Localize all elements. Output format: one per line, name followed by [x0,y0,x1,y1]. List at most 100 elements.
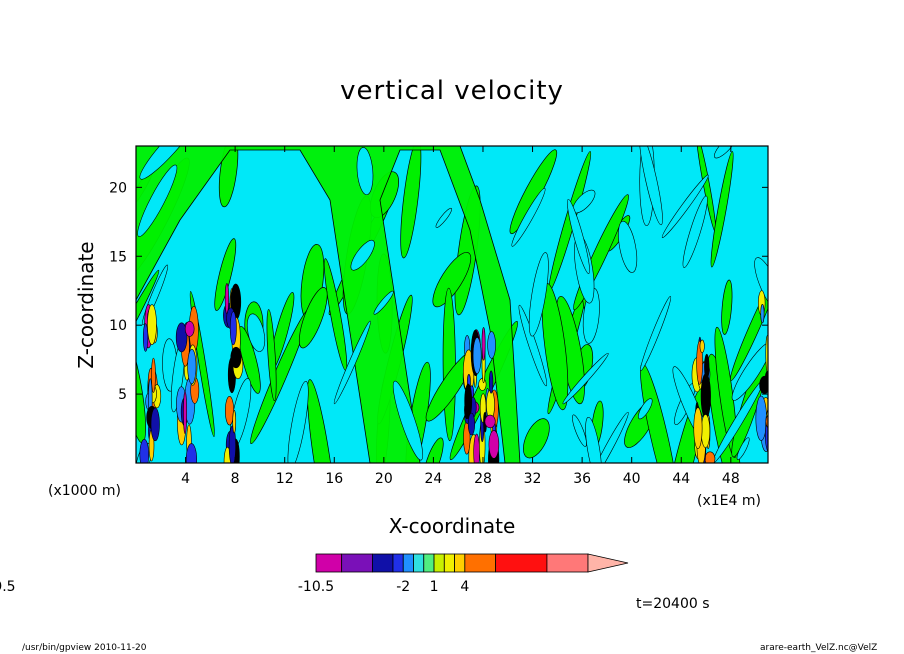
updraft-cell [772,360,776,380]
updraft-cell [770,387,775,401]
updraft-cell [187,348,197,385]
updraft-cell [772,430,777,443]
updraft-cell [760,304,765,324]
colorbar-band [433,553,445,573]
updraft-cell [771,435,776,473]
updraft-cell [228,425,236,463]
updraft-cell [484,414,496,429]
negative-region [350,239,375,271]
updraft-cell [183,391,187,435]
colorbar-label: -10.5 [298,579,334,595]
negative-region [333,320,371,405]
updraft-cell [229,311,237,346]
chart-title: vertical velocity [340,76,564,106]
x-tick-label: 12 [276,471,294,487]
positive-region [307,379,337,463]
colorbar-label: 1 [430,579,439,595]
colorbar-band [315,553,343,573]
updraft-cell [142,323,149,352]
positive-region [523,418,550,459]
negative-region [639,146,663,226]
negative-region [618,220,638,273]
x-tick-label: 28 [474,471,492,487]
negative-region [392,380,424,461]
negative-region [528,252,549,337]
x-tick-label: 8 [231,471,240,487]
updraft-cell [700,373,711,419]
updraft-cell [699,339,705,353]
colorbar-band [443,553,455,573]
positive-region [136,269,160,406]
updraft-cell [755,395,767,441]
negative-region [638,398,653,420]
negative-region [588,411,629,463]
updraft-cell [700,414,711,449]
updraft-cell [139,438,150,463]
positive-region [710,151,734,268]
negative-region [287,381,309,463]
negative-region [754,257,768,313]
positive-region [214,238,237,311]
negative-region [518,304,548,387]
colorbar-band [423,553,435,573]
updraft-cell [488,370,494,394]
negative-region [373,290,394,315]
positive-region [110,400,121,475]
negative-region [137,164,178,237]
updraft-cell [224,283,229,315]
x-tick-label: 44 [672,471,690,487]
colorbar-label: -2 [396,579,410,595]
colorbar-band [454,553,466,573]
x-tick-label: 20 [375,471,393,487]
x-tick-label: 36 [573,471,591,487]
updraft-cell [765,414,768,429]
positive-region [266,309,277,402]
updraft-cell [232,409,237,434]
time-annotation: t=20400 s [636,596,710,612]
negative-region [682,195,708,268]
x-tick-label: 24 [424,471,442,487]
updraft-cell [150,407,160,442]
updraft-cell [147,304,157,346]
updraft-cell [184,321,195,337]
colorbar-band [402,553,414,573]
y-tick-label: 5 [118,387,127,403]
updraft-cell [481,327,486,361]
colorbar-band [464,553,497,573]
x-tick-label: 4 [181,471,190,487]
y-tick-label: 10 [109,318,127,334]
colorbar-extend [587,553,629,573]
negative-region [661,174,709,238]
footer-right: arare-earth_VelZ.nc@VelZ [760,643,878,653]
negative-region [356,147,374,196]
x-unit-right: (x1E4 m) [697,493,761,509]
x-tick-label: 40 [623,471,641,487]
colorbar-band [495,553,548,573]
colorbar-label: 19.5 [0,579,16,595]
negative-region [731,342,768,401]
x-tick-label: 48 [722,471,740,487]
colorbar-band [413,553,425,573]
negative-region [511,187,546,247]
positive-region [432,251,472,308]
colorbar-band [392,553,404,573]
updraft-cell [175,322,188,353]
y-tick-label: 15 [109,249,127,265]
negative-region [567,199,590,274]
colorbar-band [546,553,589,573]
colorbar: -10.5 -2 1 4 19.5 [0,553,629,595]
updraft-cell [185,443,198,463]
updraft-cell [704,353,710,380]
x-axis-label: X-coordinate [388,514,516,538]
contour-fields [110,146,777,475]
negative-region [736,437,750,461]
y-axis-label: Z-coordinate [74,241,98,369]
updraft-cell [487,331,496,359]
x-tick-label: 32 [524,471,542,487]
negative-region [585,416,602,463]
plot-frame [135,145,769,464]
positive-region [298,287,328,349]
footer-left: /usr/bin/gpview 2010-11-20 [22,643,147,653]
